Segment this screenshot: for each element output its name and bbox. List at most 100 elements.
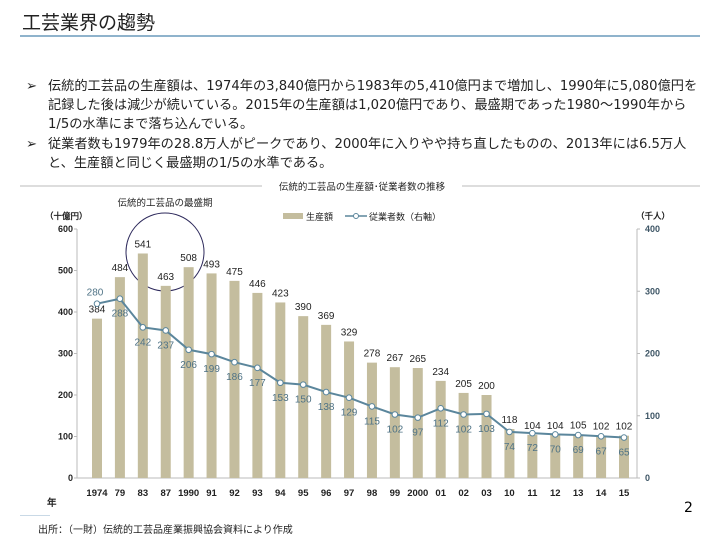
page-number: 2 [684,500,693,516]
line-value-label: 72 [527,443,539,454]
x-tick-label: 10 [504,488,515,499]
y-tick-label: 300 [58,349,73,359]
line-value-label: 150 [295,395,312,406]
bar-value-label: 369 [318,311,335,322]
line-value-label: 112 [433,418,449,429]
line-value-label: 102 [387,425,404,436]
line-value-label: 177 [249,378,266,389]
bar-value-label: 329 [341,327,358,338]
x-tick-label: 98 [367,488,378,499]
bar [481,395,492,478]
bar [114,277,125,478]
y2-tick-label: 0 [645,473,650,483]
legend-line-label: 従業者数（右軸） [369,211,441,222]
bar-value-label: 104 [547,421,564,432]
line-point [506,428,513,436]
bar-value-label: 278 [364,349,381,360]
page-title: 工芸業界の趨勢 [22,12,156,34]
bar [527,434,538,478]
line-point [277,379,284,387]
line-value-label: 129 [341,408,358,419]
bullet-item: ➢ 従業者数も1979年の28.8万人がピークであり、2000年に入りやや持ち直し… [26,135,706,173]
line-point [93,300,101,307]
line-point [483,410,490,418]
line-point [254,364,261,372]
bar-value-label: 267 [387,353,404,364]
bar-value-label: 541 [134,239,151,250]
employee-line [96,297,625,439]
bar [252,292,263,478]
line-value-label: 153 [272,393,289,404]
bar [183,267,194,478]
bar [92,318,102,478]
line-point [597,432,605,440]
line-point [391,411,399,418]
arrow-bullet-icon: ➢ [26,79,38,94]
line-point [231,358,238,366]
y-tick-label: 500 [58,266,73,276]
bar-value-label: 265 [409,354,426,365]
x-tick-label: 99 [390,488,401,499]
chart: 伝統的工芸品の生産額･従業者数の推移 伝統的工芸品の最盛期 （十億円） （千人）… [20,181,700,508]
line-value-label: 288 [112,309,129,320]
bar [298,316,309,478]
bar [435,380,446,478]
bar-value-label: 463 [157,272,174,283]
bar [412,368,423,478]
bar-value-label: 508 [180,253,197,264]
bar-value-label: 390 [295,302,312,313]
y-tick-label: 100 [58,432,73,442]
x-tick-label: 97 [344,488,355,499]
line-point [299,381,307,388]
line-point [574,431,582,439]
y-tick-label: 200 [58,390,73,400]
x-tick-label: 1990 [178,488,199,499]
bullet-item: ➢ 伝統的工芸品の生産額は、1974年の3,840億円から1983年の5,410億… [26,77,706,134]
line-point [460,411,467,418]
bullet-text: 伝統的工芸品の生産額は、1974年の3,840億円から1983年の5,410億円… [48,79,698,132]
y-axis-label: （十億円） [45,211,88,221]
bullet-list: ➢ 伝統的工芸品の生産額は、1974年の3,840億円から1983年の5,410億… [26,77,706,174]
line-point [437,404,444,412]
line-point [139,324,147,331]
legend-line-marker [353,213,359,219]
x-tick-label: 95 [298,488,309,499]
x-tick-label: 1974 [86,488,108,499]
bar [573,434,584,478]
line-value-label: 65 [618,448,630,459]
x-tick-label: 96 [321,488,332,499]
bar [160,285,171,478]
line-value-label: 237 [157,340,174,351]
line-value-label: 206 [180,360,197,371]
y-tick-label: 400 [58,307,73,317]
bar-value-label: 118 [501,415,517,426]
line-point [322,388,330,396]
x-tick-label: 79 [115,488,126,499]
bar [275,302,286,478]
line-value-label: 280 [87,288,104,299]
line-value-label: 97 [412,428,424,439]
bar [389,367,400,478]
x-tick-label: 87 [160,488,171,499]
bar [229,280,240,478]
line-value-label: 199 [203,364,220,375]
line-value-label: 186 [226,372,243,383]
line-value-label: 69 [573,445,585,456]
x-tick-label: 01 [435,488,446,499]
bar-value-label: 200 [478,381,495,392]
y2-axis-label: （千人） [636,211,670,221]
bar [504,429,515,478]
bar-value-label: 384 [89,305,106,316]
y2-tick-label: 100 [645,411,660,421]
line-point [185,346,192,354]
y2-tick-label: 200 [645,349,660,359]
bar [321,324,332,478]
x-tick-label: 02 [458,488,469,499]
line-point [116,295,124,303]
line-point [208,350,215,358]
bar [550,434,561,478]
line-point [529,429,536,437]
y-tick-label: 0 [68,473,73,483]
bar-value-label: 102 [616,422,633,433]
